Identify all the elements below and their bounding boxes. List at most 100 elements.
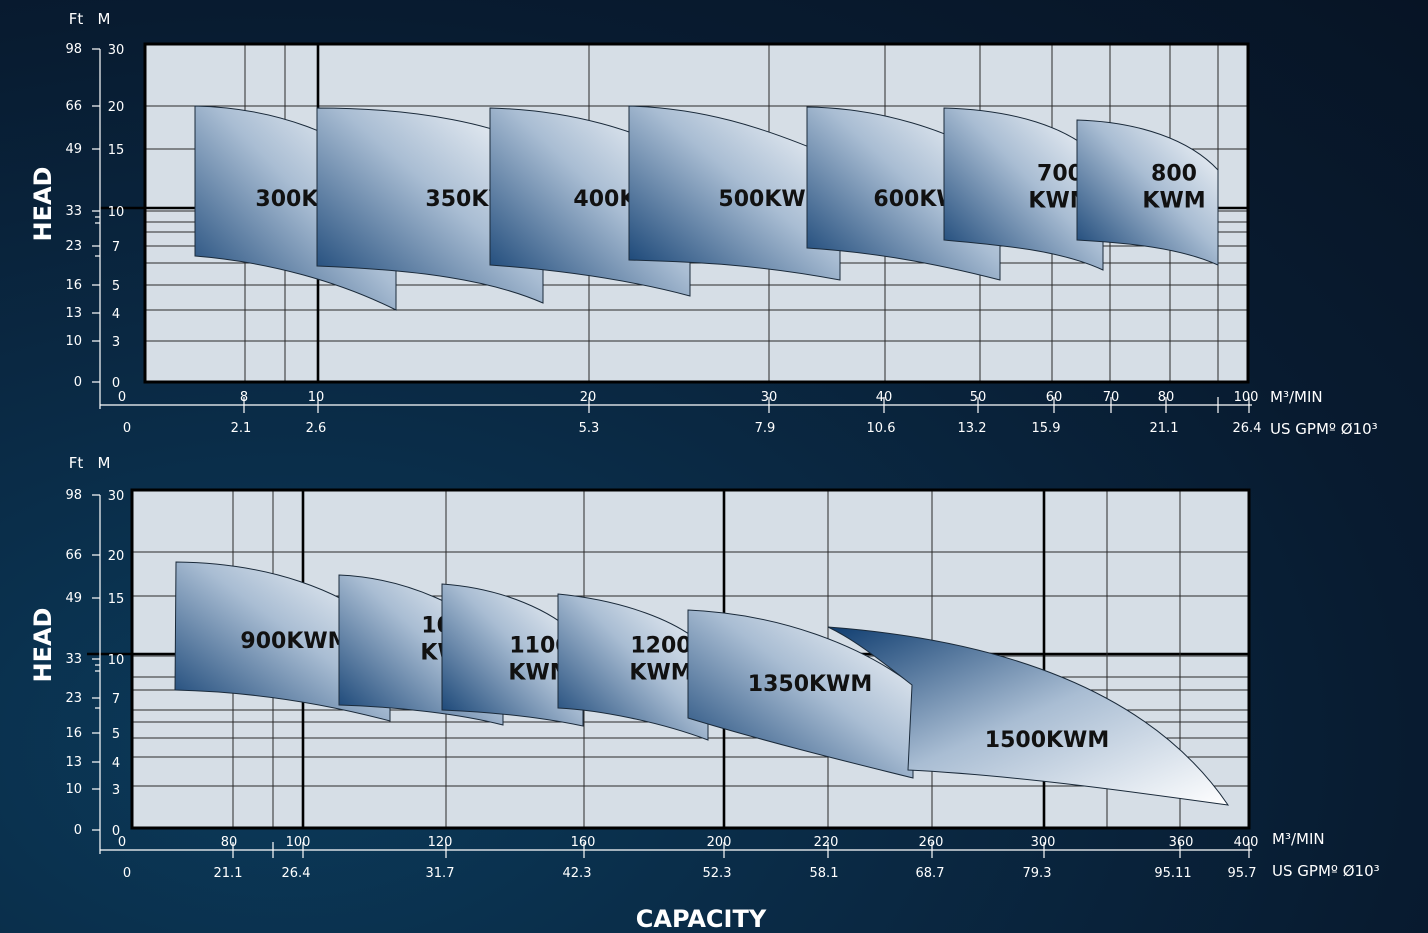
x-tick-label-secondary: 26.4 (1233, 421, 1262, 436)
x-tick-label-primary: 120 (428, 835, 453, 850)
x-tick-label-secondary: 26.4 (282, 866, 311, 881)
performance-band (1076, 119, 1219, 266)
y-tick-label-m: 10 (108, 653, 125, 668)
y-tick-label-ft: 66 (65, 548, 82, 563)
x-tick-label-secondary: 95.7 (1228, 866, 1257, 881)
x-tick-label-secondary: 2.1 (231, 421, 252, 436)
y-tick-label-ft: 98 (65, 42, 82, 57)
x-tick-label-secondary: 58.1 (810, 866, 839, 881)
y-unit-m: M (98, 454, 111, 472)
y-tick-label-ft: 98 (65, 488, 82, 503)
x-tick-label-primary: 400 (1234, 835, 1259, 850)
plot-border (143, 42, 1250, 384)
x-unit-secondary: US GPMº Ø10³ (1272, 862, 1380, 880)
x-tick-label-primary: 100 (286, 835, 311, 850)
x-tick-label-primary: 360 (1169, 835, 1194, 850)
x-tick-label-secondary: 52.3 (703, 866, 732, 881)
x-tick-label-primary: 10 (308, 390, 325, 405)
x-tick-label-primary: 8 (240, 390, 248, 405)
y-axis-title-head: HEAD (29, 608, 57, 683)
y-tick-label-ft: 49 (65, 591, 82, 606)
x-tick-label-primary: 0 (118, 390, 126, 405)
y-axis-title-head: HEAD (29, 167, 57, 242)
x-tick-label-primary: 160 (571, 835, 596, 850)
x-tick-label-secondary: 2.6 (306, 421, 327, 436)
y-tick-label-ft: 10 (65, 782, 82, 797)
x-tick-label-primary: 20 (580, 390, 597, 405)
x-tick-label-secondary: 68.7 (916, 866, 945, 881)
y-tick-label-m: 20 (108, 100, 125, 115)
x-tick-label-primary: 220 (814, 835, 839, 850)
y-tick-label-m: 5 (112, 279, 120, 294)
x-tick-label-secondary: 21.1 (1150, 421, 1179, 436)
x-unit-secondary: US GPMº Ø10³ (1270, 420, 1378, 438)
y-tick-label-m: 15 (108, 143, 125, 158)
plot-border (130, 488, 1251, 830)
x-tick-label-secondary: 21.1 (214, 866, 243, 881)
y-tick-label-m: 4 (112, 756, 120, 771)
x-tick-label-secondary: 13.2 (958, 421, 987, 436)
y-tick-label-m: 30 (108, 489, 125, 504)
x-tick-label-secondary: 15.9 (1032, 421, 1061, 436)
y-tick-label-ft: 0 (74, 823, 82, 838)
x-tick-label-secondary: 79.3 (1023, 866, 1052, 881)
y-tick-label-ft: 23 (65, 691, 82, 706)
y-tick-label-ft: 13 (65, 306, 82, 321)
y-tick-label-ft: 66 (65, 99, 82, 114)
x-tick-label-secondary: 10.6 (867, 421, 896, 436)
y-tick-label-ft: 49 (65, 142, 82, 157)
y-tick-label-ft: 0 (74, 375, 82, 390)
x-tick-label-secondary: 7.9 (755, 421, 776, 436)
y-tick-label-m: 0 (112, 824, 120, 839)
x-tick-label-primary: 70 (1103, 390, 1120, 405)
y-tick-label-m: 4 (112, 307, 120, 322)
x-tick-label-secondary: 42.3 (563, 866, 592, 881)
y-tick-label-ft: 10 (65, 334, 82, 349)
x-tick-label-primary: 80 (221, 835, 238, 850)
y-tick-label-m: 3 (112, 783, 120, 798)
y-unit-ft: Ft (69, 454, 84, 472)
band-label: 1200 (630, 634, 691, 659)
x-tick-label-primary: 100 (1234, 390, 1259, 405)
x-tick-label-primary: 200 (707, 835, 732, 850)
y-tick-label-m: 3 (112, 335, 120, 350)
x-tick-label-secondary: 0 (123, 421, 131, 436)
x-tick-label-primary: 60 (1046, 390, 1063, 405)
x-tick-label-secondary: 31.7 (426, 866, 455, 881)
band-label: KWM (629, 661, 692, 686)
band-label: 900KWM (240, 629, 349, 654)
chart-top: 300KWM 350KWM 400KWM 500KWM 600KWM700KWM800K… (29, 10, 1378, 438)
band-label: 700 (1037, 162, 1083, 187)
x-tick-label-primary: 80 (1158, 390, 1175, 405)
x-tick-label-primary: 0 (118, 835, 126, 850)
y-tick-label-m: 20 (108, 549, 125, 564)
x-tick-label-primary: 50 (970, 390, 987, 405)
performance-band (628, 105, 841, 281)
x-unit-primary: M³/MIN (1272, 830, 1325, 848)
y-tick-label-m: 10 (108, 205, 125, 220)
y-tick-label-ft: 33 (65, 204, 82, 219)
y-tick-label-ft: 16 (65, 278, 82, 293)
band-label: KWM (1142, 189, 1205, 214)
performance-band (687, 609, 914, 779)
x-tick-label-secondary: 0 (123, 866, 131, 881)
y-tick-label-m: 0 (112, 376, 120, 391)
y-tick-label-ft: 23 (65, 239, 82, 254)
band-label: 800 (1151, 162, 1197, 187)
performance-band (557, 593, 709, 741)
x-axis-title-capacity: CAPACITY (636, 905, 767, 933)
y-tick-label-m: 7 (112, 240, 120, 255)
band-label: 1500KWM (985, 728, 1109, 753)
y-tick-label-m: 7 (112, 692, 120, 707)
x-tick-label-secondary: 5.3 (579, 421, 600, 436)
x-tick-label-secondary: 95.11 (1154, 866, 1191, 881)
x-tick-label-primary: 260 (919, 835, 944, 850)
y-tick-label-m: 15 (108, 592, 125, 607)
x-tick-label-primary: 30 (761, 390, 778, 405)
performance-band (316, 107, 544, 304)
performance-band (827, 626, 1230, 806)
x-unit-primary: M³/MIN (1270, 388, 1323, 406)
y-tick-label-ft: 13 (65, 755, 82, 770)
band-label: 1350KWM (748, 672, 872, 697)
